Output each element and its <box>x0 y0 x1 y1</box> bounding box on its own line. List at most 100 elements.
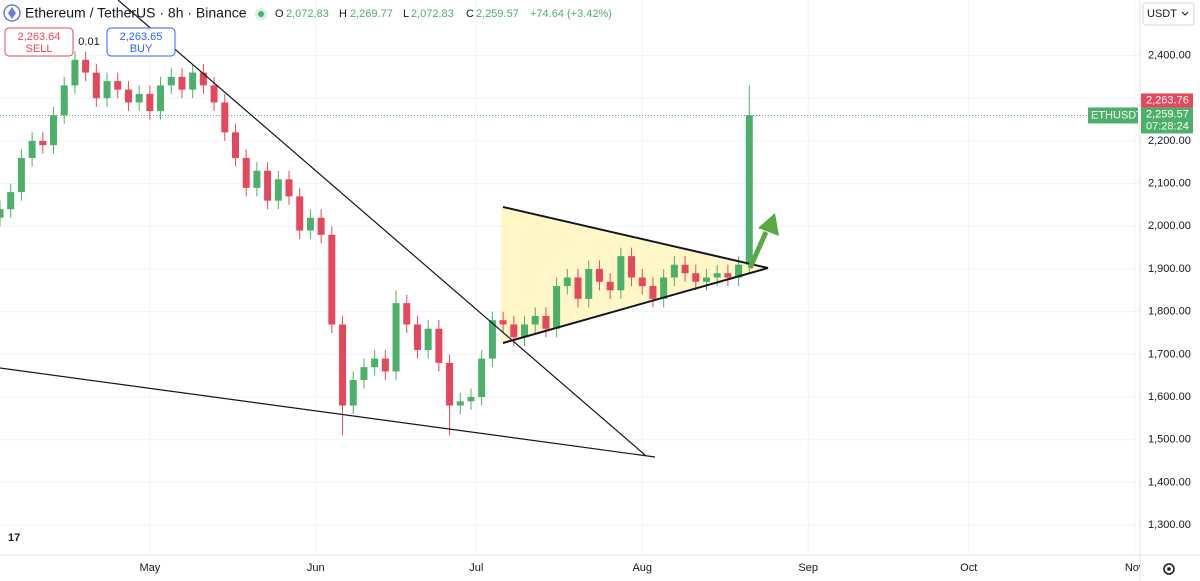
candle <box>296 187 304 240</box>
y-tick-label: 2,400.00 <box>1148 49 1191 61</box>
x-tick-label: Jul <box>469 562 483 574</box>
y-tick-label: 1,300.00 <box>1148 519 1191 531</box>
candle-body <box>499 320 507 325</box>
candle <box>71 51 79 94</box>
arrow-head <box>758 213 779 236</box>
x-tick-label: Jun <box>307 562 325 574</box>
candle <box>478 350 486 406</box>
candle-body <box>92 72 100 99</box>
settings-icon[interactable] <box>1163 563 1175 575</box>
candle <box>124 81 132 111</box>
sell-price[interactable]: 2,263.64 <box>18 31 61 43</box>
candle-body <box>242 157 250 188</box>
sell-label[interactable]: SELL <box>26 43 53 55</box>
candle <box>670 256 678 287</box>
candle-body <box>221 102 229 133</box>
candle <box>660 268 668 308</box>
buy-label[interactable]: BUY <box>130 43 153 55</box>
last-tag-label: 2,259.57 <box>1146 108 1189 120</box>
candle-body <box>146 93 154 111</box>
candle <box>531 307 539 333</box>
candle-body <box>392 303 400 372</box>
candle-body <box>306 217 314 231</box>
trend-lines <box>0 0 769 458</box>
candle <box>542 307 550 338</box>
x-tick-label: Aug <box>632 562 652 574</box>
candle-body <box>71 59 79 86</box>
buy-button[interactable] <box>106 27 176 57</box>
candle <box>60 76 68 124</box>
candle <box>371 350 379 376</box>
candle-body <box>681 264 689 274</box>
tv-logo: 17 <box>8 532 20 544</box>
candle <box>617 247 625 299</box>
candle-body <box>167 76 175 86</box>
triangle-lower <box>502 267 769 344</box>
candle-body <box>360 367 368 380</box>
candle <box>221 93 229 141</box>
currency-label[interactable]: USDT <box>1147 8 1177 20</box>
candle-body <box>403 303 411 325</box>
candle <box>456 392 464 415</box>
candle-body <box>467 397 475 402</box>
y-tick-label: 2,100.00 <box>1148 177 1191 189</box>
candle-body <box>595 268 603 282</box>
candle <box>189 64 197 99</box>
candle-body <box>349 379 357 406</box>
currency-button[interactable] <box>1142 2 1195 26</box>
coin-logo-mark <box>8 7 16 19</box>
candle <box>7 183 15 218</box>
candle <box>499 311 507 333</box>
ask-tag <box>1141 93 1193 108</box>
candle-body <box>521 324 529 338</box>
candle <box>199 64 207 94</box>
candle-body <box>510 324 518 338</box>
sell-button[interactable] <box>4 27 74 57</box>
candle-body <box>735 264 743 278</box>
x-tick-label: Nov <box>1125 562 1145 574</box>
status-dot <box>258 11 264 17</box>
candle <box>435 320 443 372</box>
y-tick-label: 1,800.00 <box>1148 306 1191 318</box>
candle-body <box>124 89 132 103</box>
buy-price[interactable]: 2,263.65 <box>120 31 163 43</box>
candle-body <box>328 234 336 325</box>
ohlc-change: +74.64 (+3.42%) <box>530 8 612 20</box>
candle <box>403 294 411 333</box>
last-tag <box>1141 107 1193 134</box>
candle <box>114 72 122 99</box>
descending-line <box>117 0 646 456</box>
candle <box>242 149 250 197</box>
candle-body <box>574 277 582 299</box>
candle <box>28 132 36 167</box>
candle <box>0 200 4 227</box>
candle <box>92 64 100 107</box>
candle <box>349 371 357 415</box>
symbol-title[interactable]: Ethereum / TetherUS · 8h · Binance <box>25 5 247 21</box>
candle-body <box>563 277 571 287</box>
currency-caret <box>1181 11 1189 16</box>
candle-body <box>253 170 261 188</box>
ohlc-l-label: L <box>403 8 409 20</box>
candle-body <box>296 196 304 231</box>
candle-body <box>135 93 143 103</box>
candle <box>253 162 261 197</box>
candle-body <box>178 76 186 90</box>
x-tick-label: Sep <box>798 562 818 574</box>
candle-body <box>371 358 379 368</box>
candle-body <box>488 320 496 359</box>
candle-body <box>606 281 614 291</box>
candle-body <box>446 362 454 406</box>
ohlc-h-label: H <box>339 8 347 20</box>
y-tick-label: 1,900.00 <box>1148 263 1191 275</box>
candle-body <box>50 115 58 146</box>
candle-body <box>199 72 207 86</box>
candle-body <box>660 277 668 299</box>
candle <box>317 209 325 244</box>
candle-body <box>456 401 464 406</box>
candle <box>103 72 111 107</box>
candle <box>628 247 636 287</box>
candle <box>681 256 689 282</box>
